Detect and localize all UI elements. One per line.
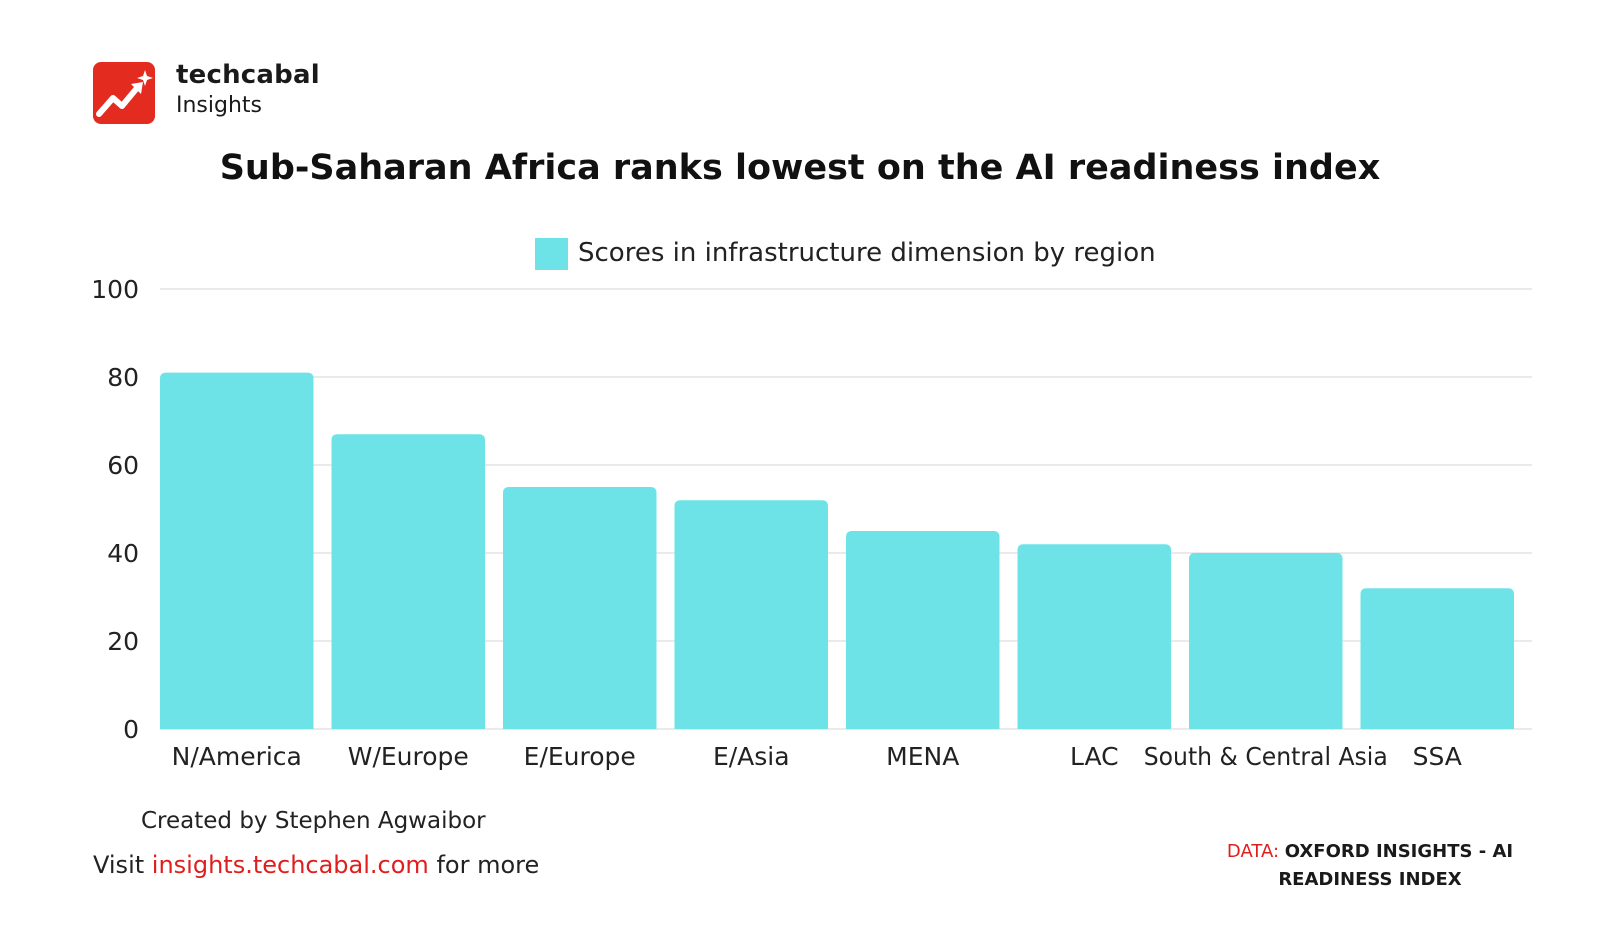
x-tick-label: E/Europe — [524, 742, 636, 771]
x-tick-label: MENA — [886, 742, 959, 771]
credit-text: Created by Stephen Agwaibor — [141, 808, 486, 834]
y-tick-label: 60 — [107, 451, 139, 480]
bar — [1017, 544, 1171, 729]
bar — [160, 372, 314, 729]
bar — [674, 500, 828, 729]
legend-label: Scores in infrastructure dimension by re… — [578, 238, 1156, 268]
website-link[interactable]: insights.techcabal.com — [151, 851, 429, 879]
bar — [1360, 588, 1514, 729]
y-tick-label: 40 — [107, 539, 139, 568]
x-tick-label: W/Europe — [348, 742, 469, 771]
bar — [1189, 553, 1343, 729]
chart-title: Sub-Saharan Africa ranks lowest on the A… — [219, 148, 1381, 188]
x-tick-label: E/Asia — [713, 742, 790, 771]
visit-suffix: for more — [428, 851, 540, 879]
x-tick-label: N/America — [172, 742, 302, 771]
visit-text: Visit insights.techcabal.com for more — [93, 851, 539, 879]
data-source: DATA: OXFORD INSIGHTS - AI READINESS IND… — [1210, 838, 1530, 894]
legend-swatch — [535, 238, 568, 270]
techcabal-logo — [93, 62, 155, 124]
bar — [331, 434, 485, 729]
y-tick-label: 80 — [107, 363, 139, 392]
y-tick-label: 0 — [123, 715, 139, 744]
visit-prefix: Visit — [93, 851, 152, 879]
x-tick-label: LAC — [1070, 742, 1119, 771]
bar — [503, 487, 657, 729]
bar — [846, 531, 1000, 729]
x-tick-label: SSA — [1413, 742, 1462, 771]
source-text: OXFORD INSIGHTS - AI READINESS INDEX — [1278, 841, 1514, 890]
brand-subtitle: Insights — [176, 93, 263, 118]
y-tick-label: 100 — [91, 275, 139, 304]
x-tick-label: South & Central Asia — [1144, 742, 1388, 771]
source-label: DATA: — [1226, 841, 1285, 862]
y-tick-label: 20 — [107, 627, 139, 656]
brand-name: techcabal — [176, 60, 320, 90]
